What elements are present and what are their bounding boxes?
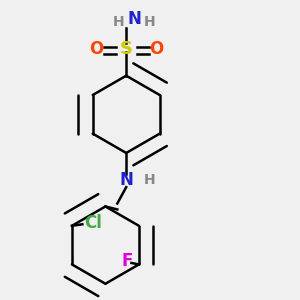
Text: Cl: Cl: [84, 214, 102, 232]
Text: H: H: [144, 173, 156, 187]
Text: S: S: [120, 40, 133, 58]
Text: O: O: [89, 40, 103, 58]
Text: N: N: [128, 10, 142, 28]
Text: H: H: [113, 15, 125, 29]
Text: O: O: [149, 40, 163, 58]
Text: N: N: [119, 171, 133, 189]
Text: H: H: [144, 15, 156, 29]
Text: F: F: [121, 253, 133, 271]
